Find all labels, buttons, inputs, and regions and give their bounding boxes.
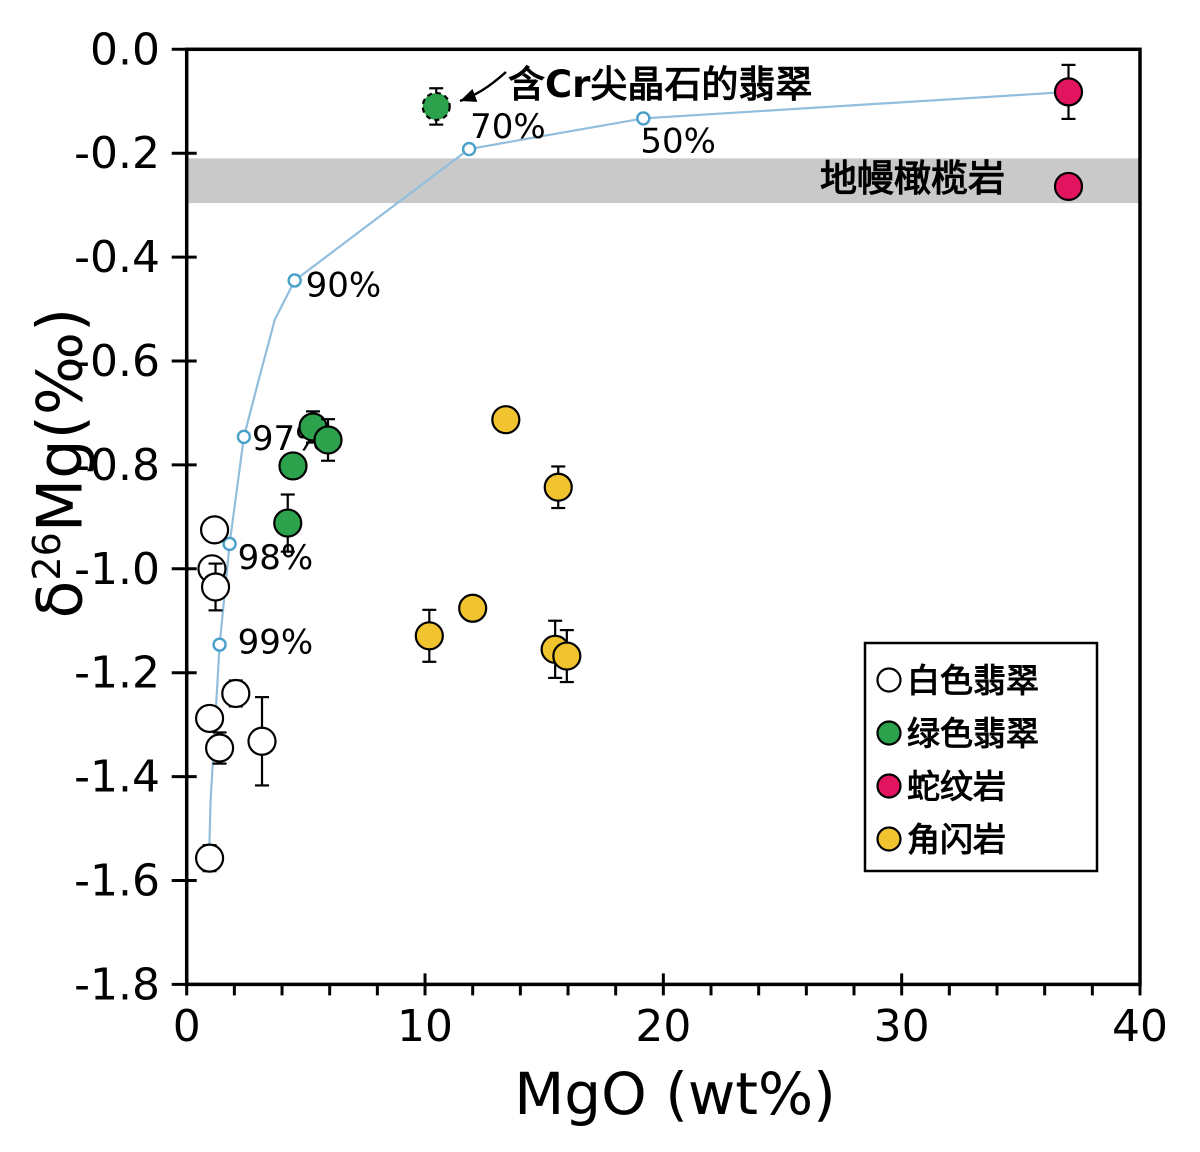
curve-markers: 99%98%97%90%70% 50% [212, 107, 716, 663]
y-tick-label: -0.6 [74, 336, 160, 387]
legend-swatch-amphibolite [876, 826, 902, 852]
curve-marker-50% [636, 111, 651, 126]
data-point-serpentinite [1053, 77, 1084, 107]
legend-label-amphibolite: 角闪岩 [907, 820, 1006, 859]
annotation-arrow [459, 71, 507, 103]
axis-ticks [171, 47, 1142, 996]
y-tick-label: -1.8 [74, 959, 160, 1010]
curve-marker-70% [461, 141, 477, 157]
series-serpentinite [1053, 63, 1084, 202]
mantle-peridotite-band [186, 158, 1140, 204]
data-point-serpentinite [1053, 171, 1084, 202]
y-tick-label: -0.2 [74, 128, 160, 179]
y-tick-label: -0.8 [74, 440, 160, 491]
legend-swatch-green-jadeite [876, 720, 902, 746]
legend-label-green-jadeite: 绿色翡翠 [907, 714, 1039, 753]
data-point-amphibolite [491, 405, 521, 435]
legend-item-white-jadeite: 白色翡翠 [876, 661, 1039, 700]
curve-marker-label: 99% [238, 623, 314, 663]
curve-marker-label: 70% [470, 107, 546, 147]
data-point-green-jadeite [273, 508, 303, 538]
data-point-white-jadeite [221, 678, 251, 709]
legend-item-serpentinite: 蛇纹岩 [876, 767, 1006, 806]
curve-marker-97% [236, 429, 252, 445]
data-point-green-jadeite-cr-spinel [421, 91, 451, 122]
curve-marker-99% [212, 637, 227, 652]
data-point-amphibolite [543, 472, 573, 502]
legend-swatch-white-jadeite [876, 667, 902, 693]
data-point-white-jadeite [194, 703, 225, 734]
series-green-jadeite [273, 87, 451, 553]
data-point-white-jadeite [204, 733, 235, 763]
legend-swatch-serpentinite [876, 773, 902, 799]
data-point-white-jadeite [199, 515, 230, 545]
x-tick-label: 10 [397, 1001, 453, 1052]
curve-marker-label: 90% [306, 265, 382, 305]
y-tick-label: -1.0 [74, 544, 160, 595]
x-tick-label: 20 [635, 1001, 691, 1052]
curve-marker-98% [222, 536, 237, 552]
data-point-green-jadeite [313, 425, 343, 455]
y-tick-labels: 0.0 -0.2 -0.4 -0.6 -0.8 -1.0 -1.2 -1.4 -1.6 -1.8 [74, 24, 160, 1010]
legend-item-green-jadeite: 绿色翡翠 [876, 714, 1039, 753]
data-point-amphibolite [414, 621, 444, 651]
legend-label-white-jadeite: 白色翡翠 [907, 661, 1039, 700]
legend-label-serpentinite: 蛇纹岩 [907, 767, 1006, 806]
legend-box [863, 641, 1099, 873]
y-tick-label: -0.4 [74, 232, 160, 283]
data-point-white-jadeite [194, 843, 225, 873]
curve-marker-label: 98% [238, 538, 314, 578]
data-point-amphibolite [552, 641, 582, 671]
curve-marker-90% [287, 273, 302, 288]
x-tick-labels: 0 10 20 30 40 [173, 1001, 1168, 1052]
legend-item-amphibolite: 角闪岩 [876, 820, 1006, 859]
y-tick-label: 0.0 [90, 24, 160, 75]
data-point-white-jadeite [247, 726, 277, 756]
data-point-amphibolite [458, 593, 488, 623]
data-point-white-jadeite [200, 572, 231, 602]
x-tick-label: 0 [173, 1001, 201, 1052]
y-tick-label: -1.2 [74, 648, 160, 699]
series-white-jadeite [194, 515, 277, 873]
x-tick-label: 40 [1112, 1001, 1168, 1052]
plot-border [184, 47, 1142, 987]
curve-marker-label: 50% [640, 121, 716, 161]
data-point-green-jadeite [278, 451, 308, 481]
x-tick-label: 30 [874, 1001, 930, 1052]
y-tick-label: -1.6 [74, 856, 160, 907]
series-amphibolite [414, 405, 582, 684]
y-tick-label: -1.4 [74, 752, 160, 803]
